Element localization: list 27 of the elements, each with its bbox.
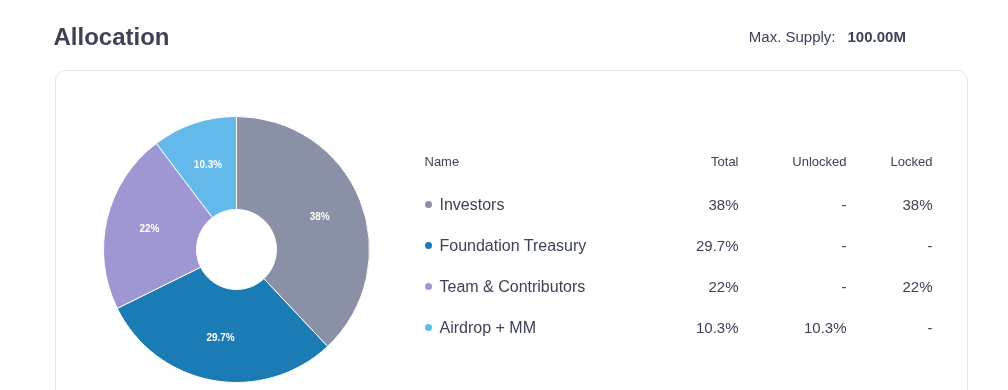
- legend-label: Investors: [439, 196, 505, 213]
- text: 22%: [902, 278, 933, 295]
- text: -: [841, 236, 847, 254]
- chart-title: Allocation: [53, 23, 170, 50]
- text: 38%: [708, 196, 739, 213]
- legend-label: Team & Contributors: [439, 278, 586, 295]
- data-label: 29.7%: [206, 332, 235, 344]
- data-label: 10.3%: [193, 159, 223, 171]
- text: 10.3%: [695, 319, 739, 336]
- text: -: [927, 318, 933, 336]
- text: -: [841, 195, 847, 213]
- text: 10.3%: [803, 319, 847, 336]
- text: Unlocked: [792, 154, 847, 169]
- text: -: [841, 277, 847, 295]
- text: Total: [711, 154, 739, 169]
- data-label: 38%: [309, 211, 330, 223]
- text: Max. Supply:: [748, 28, 836, 45]
- legend-label: Airdrop + MM: [439, 319, 536, 336]
- text: 22%: [708, 278, 739, 295]
- text: Name: [424, 154, 460, 169]
- legend-label: Foundation Treasury: [439, 237, 587, 254]
- text: 100.00M: [847, 28, 906, 45]
- text: -: [927, 236, 933, 254]
- text: 29.7%: [695, 237, 739, 254]
- text: 38%: [902, 196, 933, 213]
- text: Locked: [890, 154, 933, 169]
- data-label: 22%: [139, 223, 160, 235]
